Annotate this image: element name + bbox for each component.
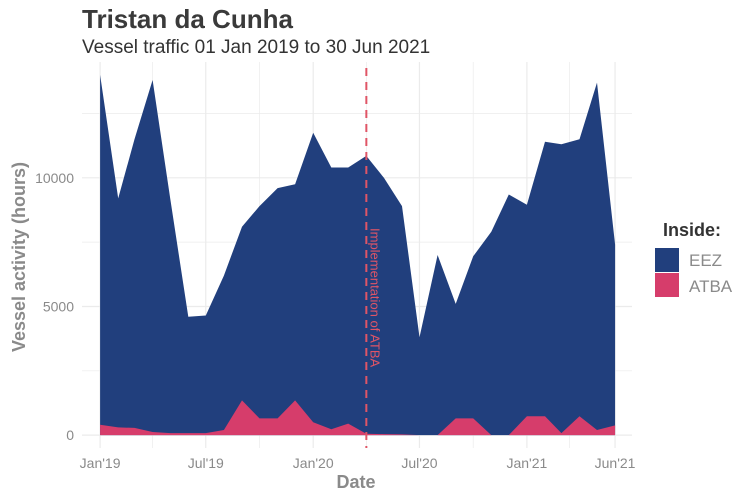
y-axis-title: Vessel activity (hours) <box>9 162 29 352</box>
area-series <box>100 74 616 436</box>
x-tick-label: Jan'19 <box>80 455 121 471</box>
x-axis-title: Date <box>336 472 375 492</box>
x-tick-label: Jul'19 <box>188 455 224 471</box>
legend-swatch-eez <box>655 248 679 272</box>
y-axis-ticks: 0 5000 10000 <box>35 170 74 443</box>
x-tick-label: Jul'20 <box>401 455 437 471</box>
legend: Inside: EEZ ATBA <box>655 220 733 297</box>
area-eez <box>100 74 616 436</box>
x-tick-label: Jun'21 <box>595 455 636 471</box>
y-tick-label: 0 <box>66 427 74 443</box>
x-tick-label: Jan'21 <box>506 455 547 471</box>
x-axis-ticks: Jan'19 Jul'19 Jan'20 Jul'20 Jan'21 Jun'21 <box>80 455 636 471</box>
annotation-layer: Implementation of ATBA <box>365 68 382 448</box>
legend-label-eez: EEZ <box>689 251 722 270</box>
y-tick-label: 10000 <box>35 170 74 186</box>
legend-swatch-atba <box>655 273 679 297</box>
chart-title: Tristan da Cunha <box>82 4 293 34</box>
legend-title: Inside: <box>663 220 721 240</box>
area-atba <box>100 400 616 436</box>
implementation-label: Implementation of ATBA <box>367 228 382 368</box>
chart-subtitle: Vessel traffic 01 Jan 2019 to 30 Jun 202… <box>82 37 431 58</box>
x-tick-label: Jan'20 <box>293 455 334 471</box>
y-tick-label: 5000 <box>43 298 74 314</box>
legend-label-atba: ATBA <box>689 277 733 296</box>
